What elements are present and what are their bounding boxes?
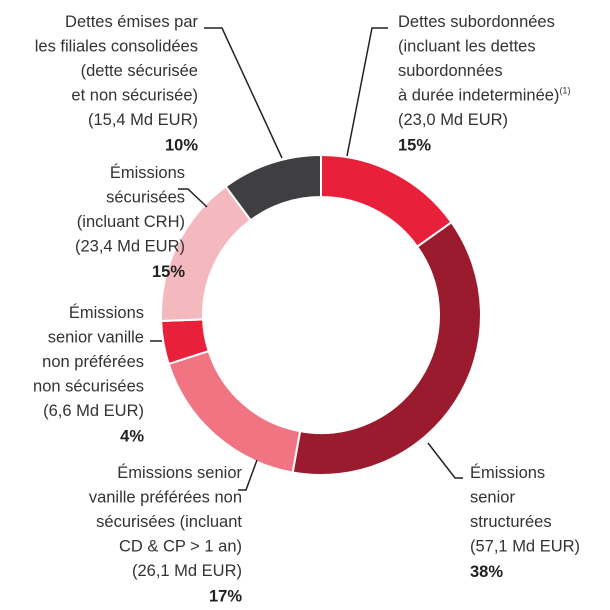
segment-label: subordonnées	[398, 62, 503, 80]
segment-label: senior	[470, 489, 515, 507]
percent-label: 15%	[152, 263, 185, 281]
amount-label: (23,0 Md EUR)	[398, 111, 508, 129]
segment-label: et non sécurisée)	[71, 87, 198, 105]
percent-label: 10%	[165, 137, 198, 155]
donut-segment	[224, 153, 322, 222]
leader-line	[178, 188, 208, 208]
segment-label: CD & CP > 1 an)	[119, 538, 242, 556]
segment-label: Émissions	[470, 463, 545, 482]
amount-label: (23,4 Md EUR)	[75, 238, 185, 256]
percent-label: 17%	[209, 588, 242, 606]
segment-label: vanille préférées non	[89, 489, 242, 507]
segment-label: Émissions	[69, 303, 144, 322]
amount-label: (15,4 Md EUR)	[88, 111, 198, 129]
leader-line	[204, 27, 283, 159]
percent-label: 38%	[470, 563, 503, 581]
segment-label: sécurisées	[106, 189, 185, 207]
leader-line	[346, 27, 388, 157]
segment-label: (dette sécurisée	[81, 62, 198, 80]
segment-label: senior vanille	[48, 329, 144, 347]
amount-label: (57,1 Md EUR)	[470, 538, 580, 556]
segment-label: structurées	[470, 513, 552, 531]
segment-label: les filiales consolidées	[35, 38, 198, 56]
segment-label: Émissions	[110, 163, 185, 182]
leader-line	[427, 442, 463, 479]
leader-line	[238, 459, 258, 491]
percent-label: 15%	[398, 137, 431, 155]
segment-label: Dettes subordonnées	[398, 13, 555, 31]
amount-label: (6,6 Md EUR)	[43, 402, 144, 420]
segment-label: à durée indeterminée)(1)	[398, 86, 570, 105]
donut-segment	[320, 153, 453, 249]
segment-label: (incluant les dettes	[398, 38, 536, 56]
donut-segment	[167, 349, 302, 474]
percent-label: 4%	[120, 428, 144, 446]
segment-label: non préférées	[42, 353, 144, 371]
segment-label: Dettes émises par	[65, 13, 198, 31]
segment-label: non sécurisées	[33, 378, 144, 396]
segment-label-text: à durée indeterminée)	[398, 87, 559, 105]
segment-label: Émissions senior	[117, 463, 242, 482]
segment-label: (incluant CRH)	[77, 213, 185, 231]
footnote-ref: (1)	[559, 86, 570, 96]
amount-label: (26,1 Md EUR)	[132, 562, 242, 580]
donut-segment	[291, 220, 482, 476]
segment-label: sécurisées (incluant	[96, 513, 242, 531]
